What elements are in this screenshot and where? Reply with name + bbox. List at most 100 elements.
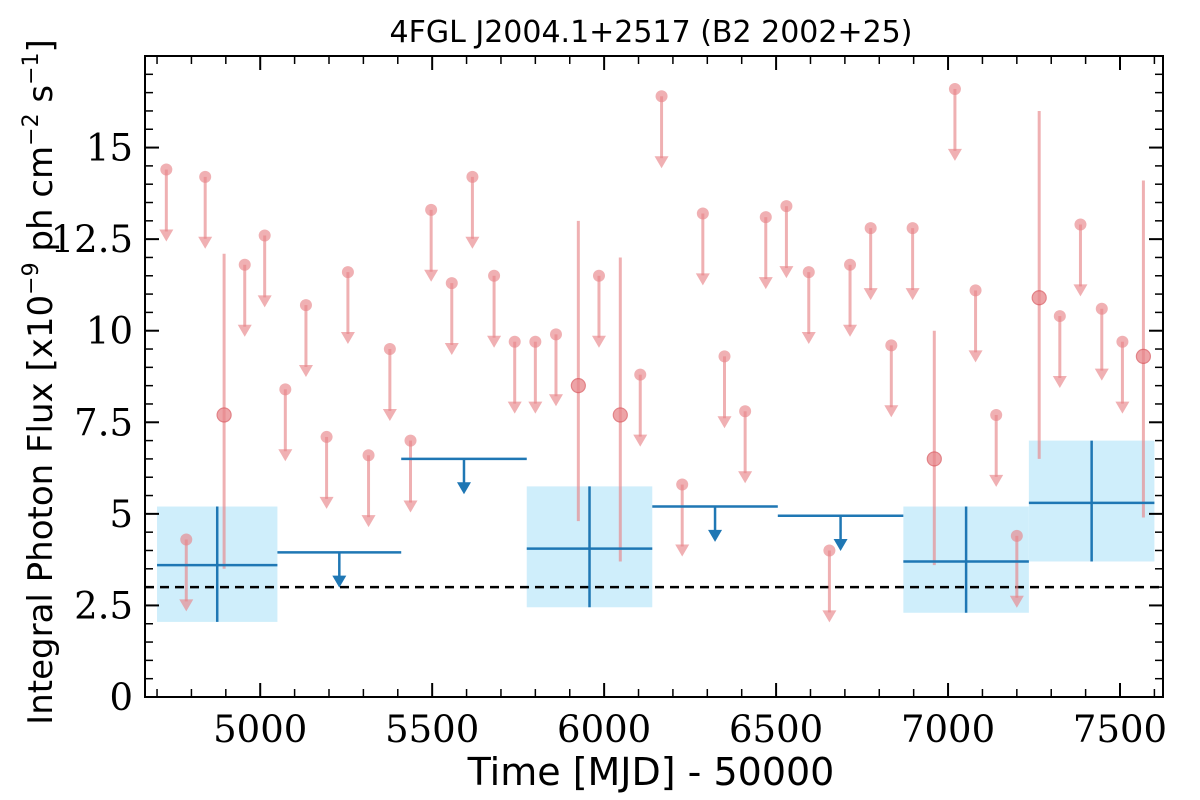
fine-upper-limit-point <box>864 222 877 235</box>
fine-upper-limit-point <box>1095 302 1108 315</box>
fine-upper-limit-arrow <box>695 273 710 286</box>
fine-upper-limit-point <box>488 269 501 282</box>
x-tick-label: 6500 <box>729 708 823 751</box>
fine-upper-limit-arrow <box>382 408 397 421</box>
coarse-upper-limit-arrow <box>833 538 848 551</box>
fine-upper-limit-point <box>676 478 689 491</box>
fine-upper-limit-point <box>445 277 458 290</box>
fine-detection-point <box>1031 290 1047 306</box>
fine-upper-limit-arrow <box>444 343 459 356</box>
fine-upper-limit-point <box>180 533 193 546</box>
fine-upper-limit-point <box>906 222 919 235</box>
fine-upper-limit-point <box>634 368 647 381</box>
y-tick-label: 12.5 <box>51 218 133 261</box>
fine-upper-limit-point <box>466 170 479 183</box>
coarse-upper-limit-arrow <box>332 575 347 588</box>
fine-upper-limit-point <box>160 163 173 176</box>
fine-upper-limit-point <box>592 269 605 282</box>
fine-upper-limit-arrow <box>340 332 355 345</box>
fine-upper-limit-arrow <box>548 394 563 407</box>
coarse-bin-layer <box>157 440 1155 622</box>
fine-upper-limit-point <box>508 335 521 348</box>
fine-upper-limit-arrow <box>487 335 502 348</box>
tick-layer <box>145 55 1163 698</box>
fine-upper-limit-point <box>969 284 982 297</box>
fine-upper-limit-arrow <box>989 474 1004 487</box>
x-axis-label: Time [MJD] - 50000 <box>467 750 835 794</box>
fine-upper-limit-arrow <box>465 236 480 249</box>
x-tick-label: 7500 <box>1073 708 1167 751</box>
y-label-exp2: −2 <box>19 113 44 145</box>
fine-upper-limit-arrow <box>633 434 648 447</box>
fine-upper-limit-point <box>885 339 898 352</box>
fine-upper-limit-point <box>844 258 857 271</box>
fine-upper-limit-arrow <box>654 156 669 169</box>
fine-bin-layer <box>159 82 1151 623</box>
fine-upper-limit-arrow <box>863 288 878 301</box>
coarse-upper-limit-arrow <box>708 529 723 542</box>
chart-title: 4FGL J2004.1+2517 (B2 2002+25) <box>390 15 913 50</box>
fine-upper-limit-arrow <box>319 496 334 509</box>
fine-upper-limit-arrow <box>758 277 773 290</box>
fine-upper-limit-point <box>696 207 709 220</box>
fine-upper-limit-point <box>425 203 438 216</box>
fine-upper-limit-point <box>529 335 542 348</box>
fine-upper-limit-arrow <box>1073 284 1088 297</box>
fine-upper-limit-arrow <box>905 288 920 301</box>
fine-upper-limit-point <box>404 434 417 447</box>
fine-upper-limit-point <box>802 266 815 279</box>
y-label-exp3: −1 <box>19 52 44 84</box>
fine-upper-limit-arrow <box>198 236 213 249</box>
fine-upper-limit-point <box>1116 335 1129 348</box>
fine-upper-limit-point <box>780 200 793 213</box>
fine-upper-limit-arrow <box>1094 368 1109 381</box>
fine-upper-limit-point <box>279 383 292 396</box>
fine-upper-limit-arrow <box>257 295 272 308</box>
fine-upper-limit-arrow <box>237 324 252 337</box>
fine-upper-limit-arrow <box>968 350 983 363</box>
fine-upper-limit-arrow <box>278 449 293 462</box>
fine-upper-limit-point <box>199 170 212 183</box>
y-label-mid: ph cm <box>21 146 61 263</box>
fine-upper-limit-point <box>718 350 731 363</box>
fine-upper-limit-point <box>258 229 271 242</box>
x-tick-label: 5000 <box>213 708 307 751</box>
y-label-prefix: Integral Photon Flux [x10 <box>21 295 61 725</box>
fine-upper-limit-point <box>238 258 251 271</box>
y-label-mid2: s <box>21 85 61 114</box>
fine-upper-limit-arrow <box>801 332 816 345</box>
coarse-upper-limit-arrow <box>456 482 471 495</box>
y-tick-label: 0 <box>109 676 133 719</box>
tick-label-layer: 5000 5500 6000 6500 7000 7500 0 2.5 5 7.5 10 12.5 15 <box>51 127 1167 751</box>
fine-upper-limit-arrow <box>507 401 522 414</box>
fine-upper-limit-point <box>823 544 836 557</box>
fine-upper-limit-point <box>362 449 375 462</box>
fine-upper-limit-point <box>341 266 354 279</box>
y-axis-label: Integral Photon Flux [x10−9 ph cm−2 s−1] <box>19 39 61 725</box>
fine-upper-limit-point <box>1053 310 1066 323</box>
y-tick-label: 5 <box>109 493 133 536</box>
fine-upper-limit-point <box>383 343 396 356</box>
fine-upper-limit-point <box>320 430 333 443</box>
fine-upper-limit-point <box>1074 218 1087 231</box>
fine-detection-point <box>570 378 586 394</box>
axes-frame <box>144 55 1164 698</box>
fine-upper-limit-arrow <box>179 599 194 612</box>
fine-upper-limit-point <box>739 405 752 418</box>
fine-upper-limit-point <box>1010 529 1023 542</box>
fine-upper-limit-point <box>549 328 562 341</box>
fine-upper-limit-arrow <box>843 324 858 337</box>
fine-upper-limit-point <box>948 82 961 95</box>
fine-upper-limit-arrow <box>403 500 418 513</box>
y-tick-label: 10 <box>86 310 133 353</box>
fine-upper-limit-arrow <box>884 405 899 418</box>
y-tick-label: 15 <box>86 127 133 170</box>
coarse-error-bands <box>157 440 1155 622</box>
fine-upper-limit-arrow <box>159 229 174 242</box>
fine-upper-limit-arrow <box>738 471 753 484</box>
fine-detection-point <box>216 407 232 423</box>
fine-detection-point <box>612 407 628 423</box>
fine-upper-limit-arrow <box>1115 401 1130 414</box>
